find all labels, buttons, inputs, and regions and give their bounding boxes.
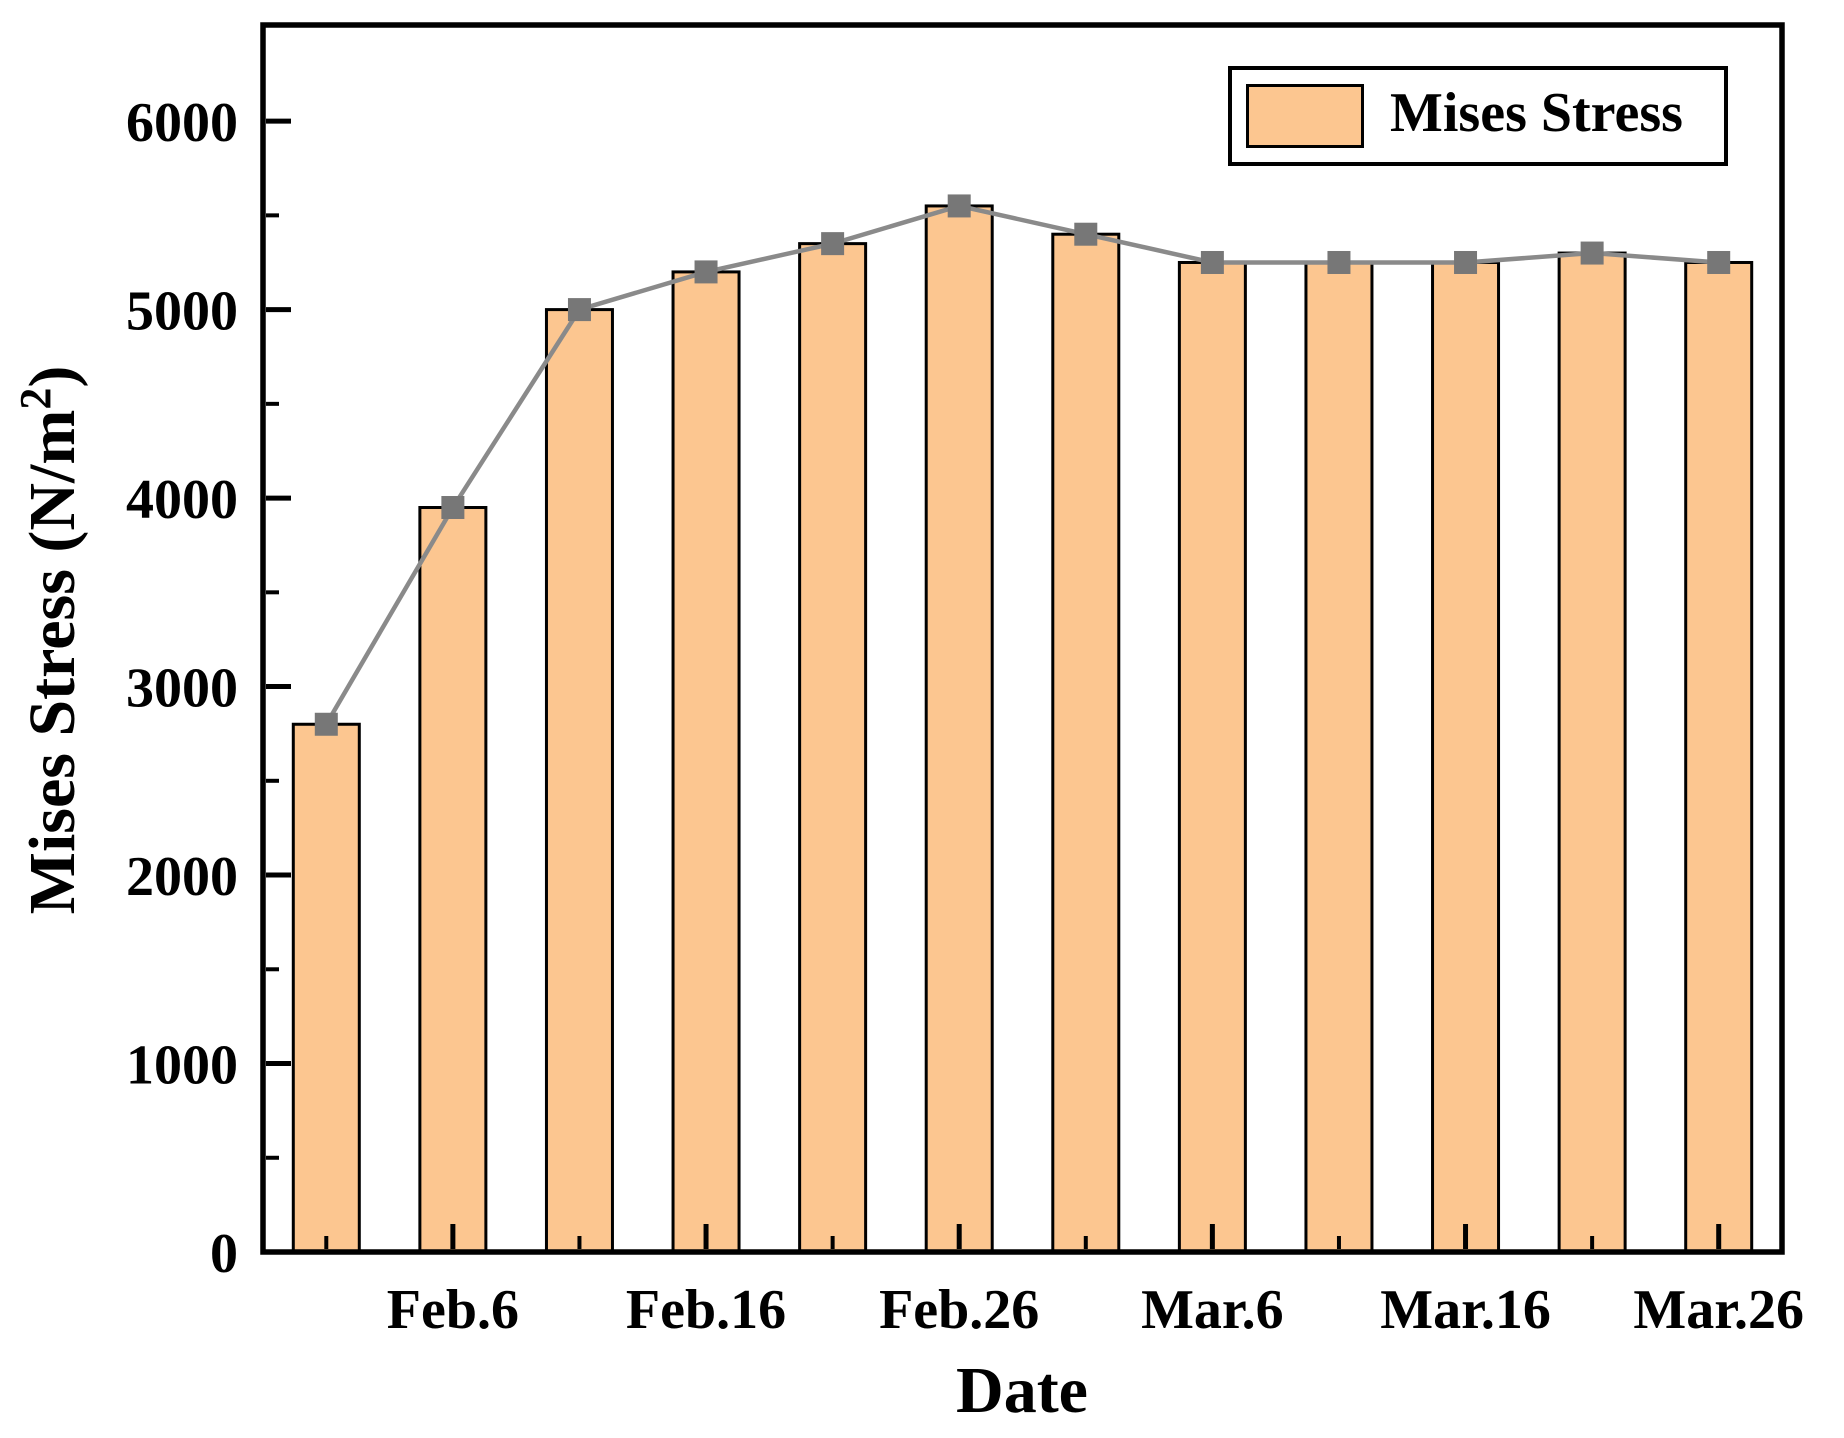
y-axis-title-superscript: 2 — [11, 388, 60, 410]
data-point-marker — [567, 298, 591, 322]
bar — [291, 722, 361, 1254]
x-tick-label: Mar.26 — [1633, 1279, 1804, 1341]
x-tick-label: Mar.16 — [1380, 1279, 1551, 1341]
y-tick-label: 1000 — [126, 1035, 238, 1097]
bar — [1051, 232, 1121, 1254]
data-point-marker — [1580, 241, 1604, 265]
legend: Mises Stress — [1228, 66, 1728, 166]
legend-label: Mises Stress — [1390, 82, 1683, 144]
data-point-marker — [947, 194, 971, 218]
y-axis-title-base: Mises Stress (N/m — [16, 410, 89, 915]
data-point-marker — [694, 260, 718, 284]
data-point-marker — [821, 232, 845, 256]
x-tick-label: Feb.26 — [879, 1279, 1039, 1341]
data-point-marker — [1707, 250, 1731, 274]
bar — [798, 242, 868, 1254]
legend-swatch — [1246, 84, 1364, 148]
data-point-marker — [1327, 250, 1351, 274]
x-tick-label: Feb.16 — [626, 1279, 786, 1341]
data-point-marker — [1454, 250, 1478, 274]
data-point-marker — [441, 496, 465, 520]
y-tick-label: 0 — [210, 1223, 238, 1285]
bar — [924, 204, 994, 1254]
bar — [1177, 260, 1247, 1254]
y-tick-label: 3000 — [126, 658, 238, 720]
bar — [418, 506, 488, 1254]
y-tick-label: 2000 — [126, 846, 238, 908]
bar — [544, 308, 614, 1254]
data-point-marker — [1074, 222, 1098, 246]
bar — [1304, 260, 1374, 1254]
bar — [1557, 251, 1627, 1254]
x-tick-label: Feb.6 — [387, 1279, 519, 1341]
x-tick-label: Mar.6 — [1141, 1279, 1284, 1341]
y-tick-label: 4000 — [126, 469, 238, 531]
data-point-marker — [1200, 250, 1224, 274]
bar — [1431, 260, 1501, 1254]
y-tick-label: 6000 — [126, 92, 238, 154]
bar — [1684, 260, 1754, 1254]
x-axis-title: Date — [956, 1354, 1088, 1427]
plot-frame — [260, 22, 1785, 1255]
y-axis-title-close: ) — [16, 366, 89, 388]
y-axis-title: Mises Stress (N/m2) — [11, 366, 89, 915]
trend-line — [324, 203, 1719, 726]
data-point-marker — [314, 712, 338, 736]
y-tick-label: 5000 — [126, 281, 238, 343]
bar — [671, 270, 741, 1254]
